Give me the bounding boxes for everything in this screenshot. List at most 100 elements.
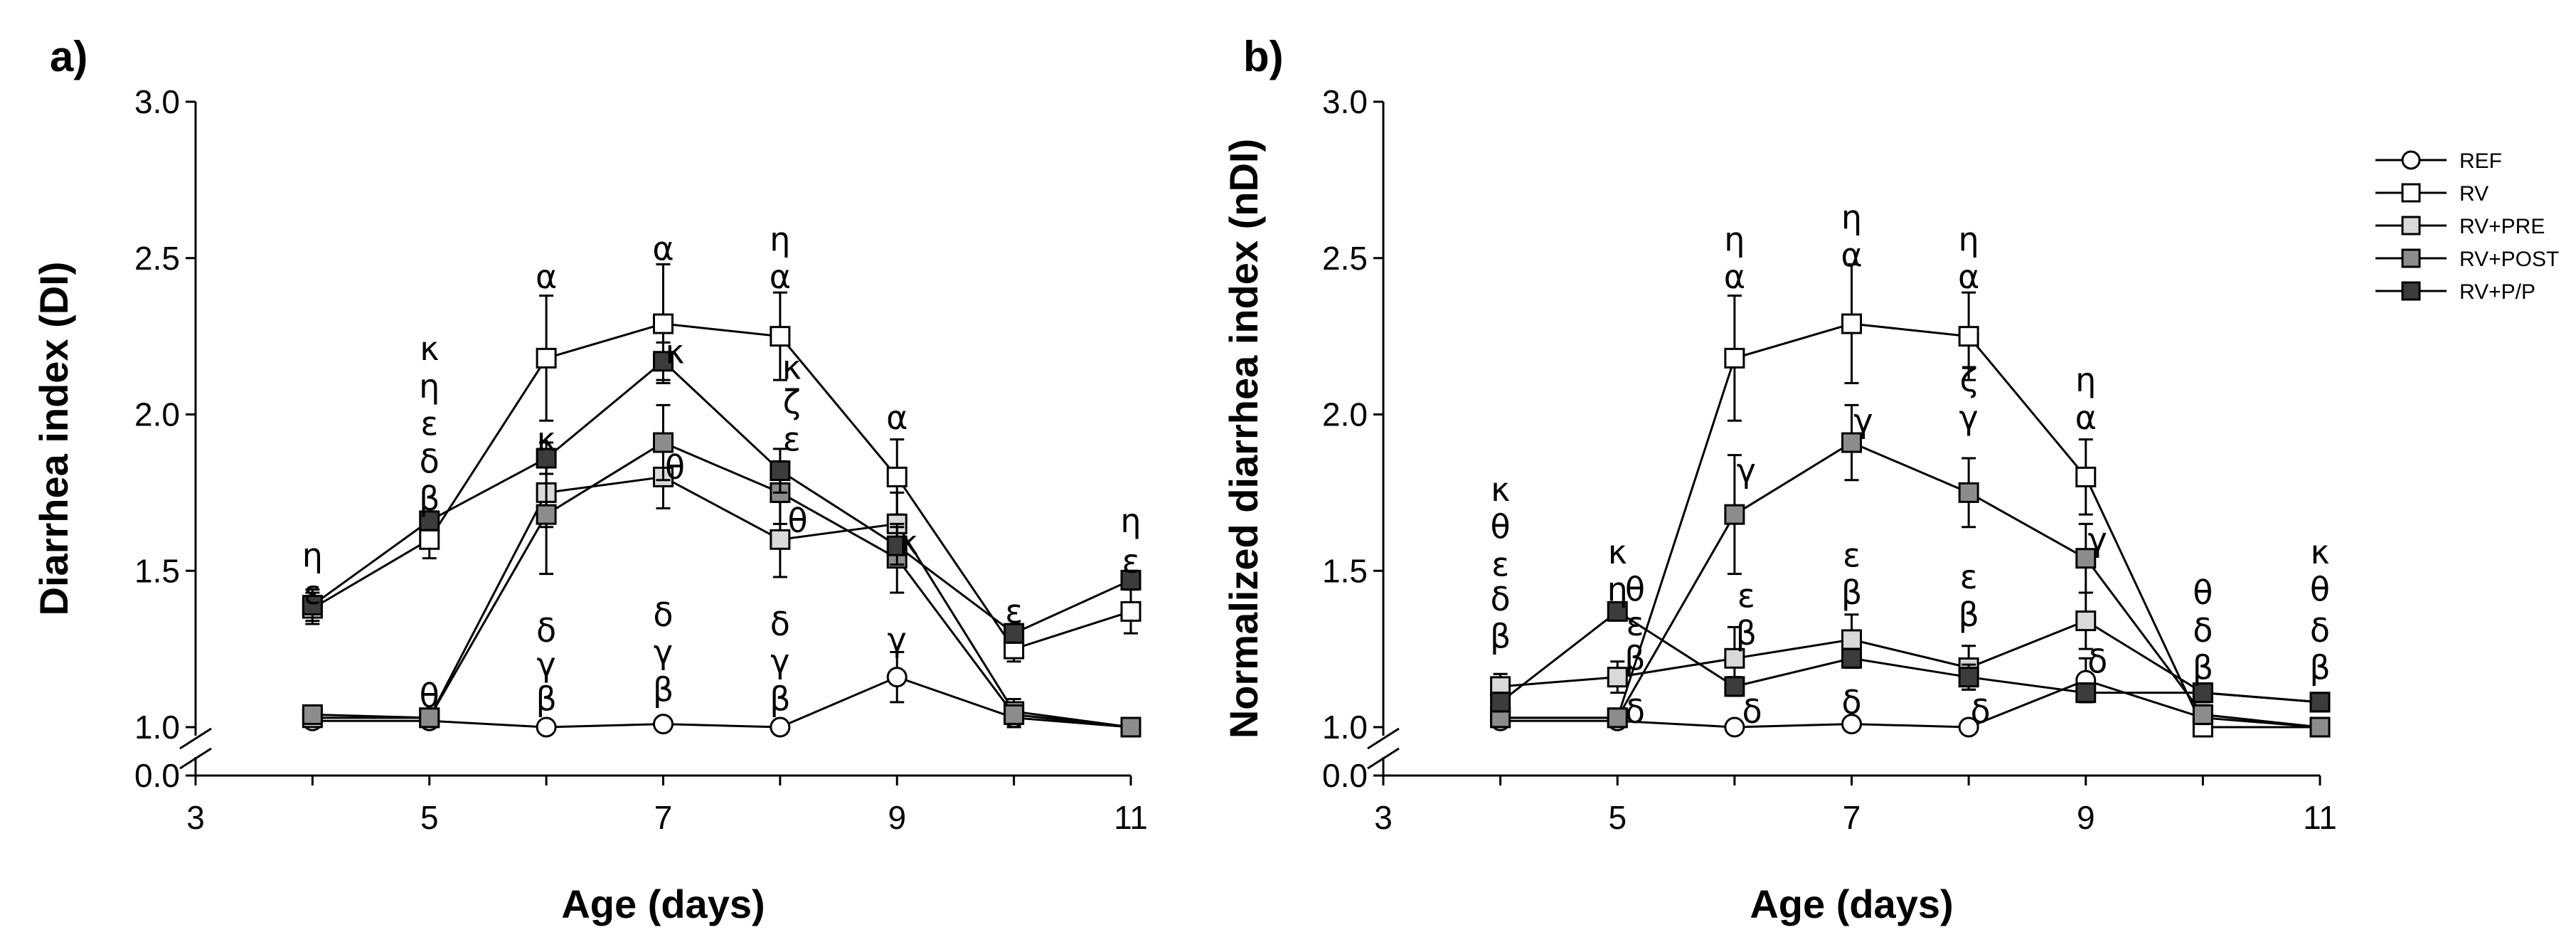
data-point [1958,667,1979,688]
significance-letter: κ [899,524,918,562]
x-tick-label: 3 [1374,799,1393,836]
significance-letter: δ [2193,611,2213,650]
data-point [1004,623,1025,644]
x-tick-label: 11 [2303,799,2337,836]
series-rv-post [302,403,1141,738]
data-point [2192,682,2213,704]
significance-letter: η [1607,571,1628,609]
significance-letter: α [1724,258,1745,296]
significance-letter: ε [783,420,801,459]
legend-item: RV+PRE [2375,215,2545,238]
x-tick-label: 5 [420,799,439,836]
significance-letter: η [770,220,790,258]
legend: REF RV RV+PRE RV+POST RV+P/P [2375,149,2559,304]
data-point [886,535,908,556]
data-point [770,460,791,482]
series-line [1500,679,2321,729]
significance-letter: ε [304,573,321,612]
significance-letter: η [1120,502,1141,540]
data-point [886,466,908,487]
y-tick-label: 3.0 [1322,83,1368,120]
data-point [1841,432,1862,453]
axis-break-mark [179,727,212,750]
y-tick-label: 2.0 [1322,396,1368,433]
data-point [1607,667,1628,688]
series-line [1500,619,2321,704]
significance-letter: β [653,670,674,709]
data-point [1958,482,1979,503]
data-point [886,667,908,688]
data-point [1607,601,1628,622]
significance-letter: ε [420,405,438,443]
data-point [302,595,323,616]
significance-letter: δ [2087,642,2107,681]
significance-letter: θ [2193,573,2213,612]
x-axis-title: Age (days) [561,882,765,926]
data-point [1490,692,1511,713]
series-rv-p-p [302,341,1141,644]
y-tick-label: 2.5 [134,240,180,277]
axis-break-mark [1367,727,1400,750]
significance-letter: ε [1627,605,1644,643]
significance-letter: α [536,258,557,296]
significance-letter: κ [2310,533,2329,571]
data-point [536,716,557,738]
significance-letter: θ [665,448,685,487]
data-point [1724,716,1745,738]
significance-letter: δ [653,596,673,634]
significance-letter: κ [537,420,556,459]
data-point [419,707,440,729]
data-point [536,347,557,369]
y-tick-label: 1.5 [1322,552,1368,589]
data-point [1724,347,1745,369]
legend-marker [2401,183,2421,203]
significance-letter: κ [782,349,802,387]
series-line [1499,610,2321,704]
y-tick-label: 1.5 [134,552,180,589]
data-point [1841,714,1862,735]
data-point [653,313,674,334]
significance-letter: η [302,536,323,574]
legend-marker [2401,150,2421,170]
significance-letter: θ [2310,571,2330,609]
significance-letter: α [2075,398,2097,437]
significance-letter: η [1959,220,1979,258]
legend-item: REF [2375,149,2502,173]
significance-letter: κ [1491,470,1510,509]
x-tick-label: 5 [1608,799,1627,836]
y-axis-title: Diarrhea index (DI) [31,262,76,616]
data-point [419,510,440,531]
data-point [2309,716,2331,738]
significance-letter: γ [537,645,556,684]
data-point [653,351,674,372]
x-tick-label: 3 [186,799,205,836]
panel-label: a) [50,33,87,80]
x-tick-label: 9 [2077,799,2095,836]
x-tick-label: 7 [1843,799,1861,836]
series-line [1500,441,2321,729]
legend-marker [2401,216,2421,236]
significance-letter: ε [1005,592,1023,630]
significance-letter: α [1958,258,1979,296]
significance-letter: θ [1491,508,1511,546]
data-point [1958,326,1979,347]
significance-letter: δ [770,605,790,643]
data-point [1607,707,1628,729]
significance-letter: δ [1742,692,1762,731]
legend-label: RV [2459,182,2489,206]
significance-letter: ζ [783,383,801,421]
significance-letter: α [886,398,908,437]
significance-letter: β [419,480,440,518]
panel-label: b) [1243,33,1284,80]
significance-letter: γ [654,633,673,672]
significance-letter: δ [1971,692,1991,731]
significance-letter: ε [1960,558,1978,596]
significance-letter: η [1841,199,1862,237]
significance-letter: β [1624,639,1645,677]
data-point [1120,716,1141,738]
significance-letter: δ [536,611,556,650]
significance-letter: β [1958,596,1979,634]
x-tick-label: 9 [888,799,906,836]
significance-letter: θ [420,677,440,715]
legend-marker [2401,248,2421,268]
